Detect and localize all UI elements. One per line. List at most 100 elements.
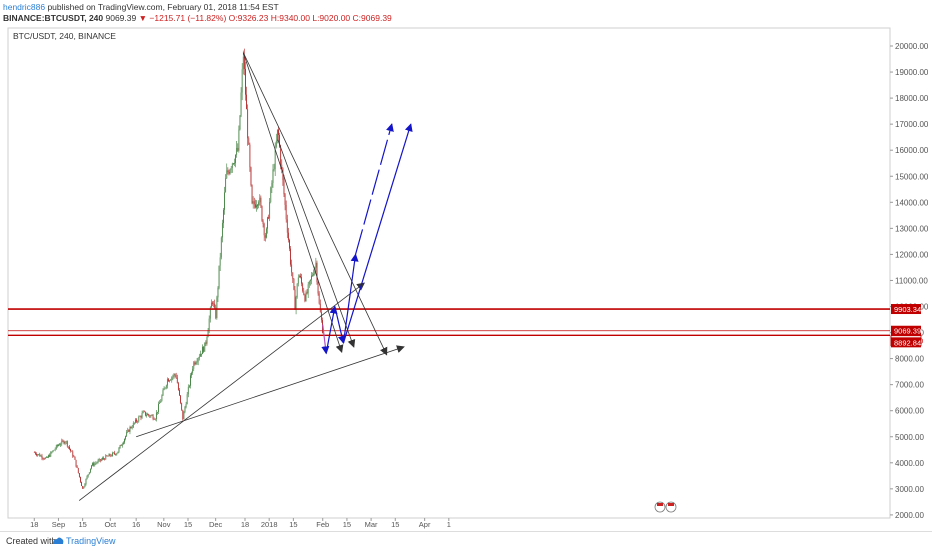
tradingview-brand[interactable]: TradingView — [66, 536, 116, 546]
candle-body — [219, 257, 221, 266]
candle-body — [157, 411, 158, 413]
price-chart[interactable]: BTC/USDT, 240, BINANCE20000.0019000.0018… — [0, 0, 932, 531]
candle-body — [126, 432, 128, 437]
candle-body — [114, 452, 115, 454]
candle-body — [297, 277, 299, 284]
price-badge — [891, 304, 921, 315]
candle-body — [165, 385, 167, 388]
y-tick-label: 17000.00 — [895, 120, 929, 129]
candle-body — [139, 416, 141, 417]
candle-body — [187, 386, 189, 395]
candle-body — [47, 457, 48, 458]
candle-body — [110, 455, 112, 457]
candle-body — [89, 468, 91, 473]
candle-body — [97, 460, 99, 463]
candle-body — [146, 415, 147, 416]
candle-body — [120, 445, 122, 446]
candle-body — [61, 440, 63, 445]
candle-body — [52, 450, 54, 452]
candle-body — [181, 402, 183, 410]
plot-frame — [7, 27, 891, 519]
candle-body — [159, 402, 161, 404]
x-tick-label: 15 — [289, 520, 297, 529]
candle-body — [278, 129, 279, 136]
candle-body — [262, 220, 264, 224]
y-tick-label: 15000.00 — [895, 172, 929, 181]
candle-body — [104, 458, 106, 460]
candle-body — [176, 377, 178, 384]
candle-body — [122, 442, 124, 445]
candle-body — [164, 387, 166, 389]
candle-body — [199, 353, 201, 357]
candle-body — [34, 452, 36, 455]
y-tick-label: 12000.00 — [895, 250, 929, 259]
candle-body — [152, 415, 154, 420]
candle-body — [315, 262, 317, 268]
candle-body — [72, 451, 74, 457]
candle-body — [59, 444, 60, 446]
candle-body — [86, 476, 88, 480]
candle-body — [109, 454, 111, 456]
candle-body — [281, 164, 283, 169]
y-tick-label: 11000.00 — [895, 276, 928, 285]
candle-body — [100, 459, 102, 461]
candle-body — [133, 422, 135, 424]
candle-body — [234, 162, 235, 164]
y-tick-label: 16000.00 — [895, 146, 929, 155]
projection-arrow — [342, 253, 359, 344]
symbol-label: BINANCE:BTCUSDT, 240 — [3, 13, 104, 23]
candle-body — [254, 204, 256, 208]
candle-body — [162, 390, 164, 396]
created-with-label: Created with — [6, 536, 57, 546]
candle-body — [154, 419, 156, 420]
trendline — [136, 345, 405, 438]
candle-body — [246, 94, 247, 110]
candle-body — [141, 413, 143, 418]
candle-body — [188, 385, 190, 387]
candle-body — [253, 201, 255, 205]
candle-body — [225, 178, 227, 193]
candle-body — [130, 427, 132, 429]
price-badge — [891, 325, 921, 336]
candle-body — [201, 353, 202, 355]
candle-body — [183, 411, 185, 420]
price-badge-label: 9069.39 — [894, 327, 921, 336]
candle-body — [38, 454, 40, 455]
candle-body — [208, 318, 210, 331]
candle-body — [204, 342, 206, 352]
candle-body — [202, 346, 203, 355]
candle-body — [84, 484, 86, 487]
candle-body — [268, 217, 269, 219]
candle-body — [203, 346, 205, 352]
candle-body — [295, 297, 297, 310]
candle-body — [232, 163, 234, 165]
candle-body — [173, 374, 175, 377]
candle-body — [60, 444, 62, 446]
author-link[interactable]: hendric886 — [3, 2, 46, 12]
candle-body — [81, 481, 82, 487]
candle-body — [172, 376, 174, 378]
candle-body — [274, 147, 276, 169]
publish-info: published on TradingView.com, February 0… — [47, 2, 279, 12]
candle-body — [235, 154, 236, 163]
candle-body — [271, 183, 273, 188]
candle-body — [238, 129, 240, 151]
candle-body — [163, 388, 165, 391]
candle-body — [217, 287, 219, 298]
x-tick-label: Dec — [209, 520, 223, 529]
candle-body — [316, 262, 318, 282]
candle-body — [257, 205, 258, 206]
candle-body — [149, 415, 151, 417]
candle-body — [99, 459, 101, 461]
candle-body — [306, 292, 308, 294]
candle-body — [111, 452, 113, 456]
candle-body — [248, 138, 250, 145]
candle-body — [155, 412, 157, 420]
candle-body — [245, 68, 246, 95]
candle-body — [85, 479, 87, 485]
trendline — [242, 52, 344, 354]
candle-body — [267, 217, 268, 229]
candle-body — [177, 383, 179, 391]
candle-body — [137, 421, 139, 422]
candle-body — [184, 407, 186, 412]
